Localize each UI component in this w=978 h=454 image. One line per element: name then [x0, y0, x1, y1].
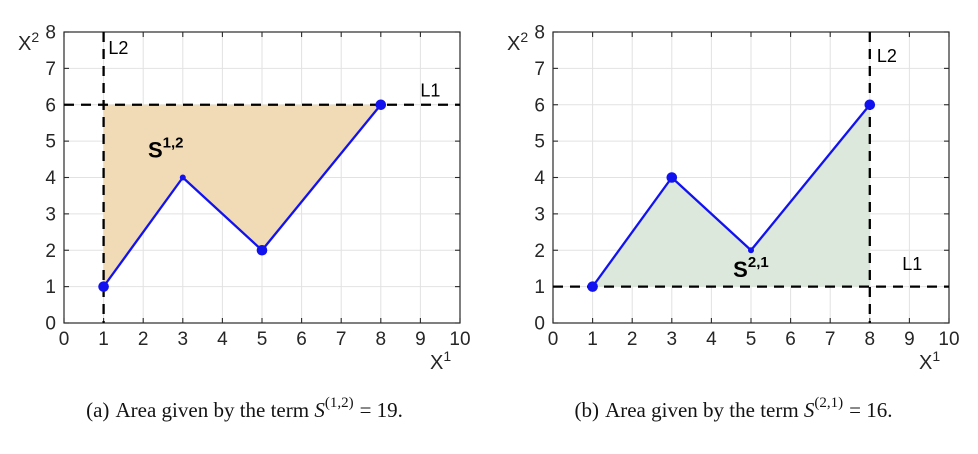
svg-text:1: 1 — [45, 277, 56, 298]
svg-text:5: 5 — [45, 132, 56, 153]
caption-a-term-sup: (1,2) — [324, 395, 354, 411]
svg-text:1: 1 — [587, 329, 598, 350]
svg-text:2: 2 — [627, 329, 638, 350]
svg-text:2: 2 — [45, 241, 56, 262]
tick-marks — [552, 31, 950, 324]
caption-a-term-base: S — [314, 398, 325, 422]
svg-text:1: 1 — [98, 329, 109, 350]
svg-text:8: 8 — [45, 23, 56, 44]
caption-b-value: = 16. — [849, 398, 893, 422]
svg-text:5: 5 — [534, 132, 545, 153]
svg-text:6: 6 — [45, 95, 56, 116]
svg-text:8: 8 — [865, 329, 876, 350]
data-line — [591, 104, 871, 288]
svg-text:3: 3 — [667, 329, 678, 350]
ref-line-label-L1: L1 — [902, 254, 922, 274]
tick-marks — [63, 31, 461, 324]
svg-text:0: 0 — [534, 314, 545, 335]
region-label-a: S1,2 — [148, 134, 184, 162]
svg-text:8: 8 — [534, 23, 545, 44]
y-axis-label: X2 — [18, 29, 39, 55]
caption-a-prefix: (a) — [86, 398, 110, 422]
svg-text:2: 2 — [534, 241, 545, 262]
svg-text:3: 3 — [45, 204, 56, 225]
caption-a: (a) Area given by the term S(1,2) = 19. — [86, 395, 403, 423]
svg-text:10: 10 — [449, 329, 470, 350]
data-point — [587, 281, 598, 292]
svg-text:0: 0 — [59, 329, 70, 350]
shaded-region-a — [103, 104, 381, 287]
caption-b-term-base: S — [803, 398, 815, 422]
data-point — [375, 99, 387, 111]
svg-text:7: 7 — [45, 59, 56, 80]
data-point — [98, 281, 109, 292]
svg-text:3: 3 — [178, 329, 189, 350]
x-axis-label: X1 — [430, 348, 451, 374]
caption-a-body: Area given by the term — [115, 398, 310, 422]
svg-text:10: 10 — [938, 329, 959, 350]
svg-text:7: 7 — [534, 59, 545, 80]
data-point — [179, 174, 186, 181]
svg-text:7: 7 — [336, 329, 347, 350]
panel-b: 0 1 2 3 4 5 6 7 8 9 10 0 1 2 3 4 5 6 7 8 L1 L2 S2,1 X2 X1 (b) Ar… — [489, 0, 978, 423]
svg-text:4: 4 — [217, 329, 228, 350]
caption-b-prefix: (b) — [574, 398, 599, 422]
svg-text:5: 5 — [746, 329, 757, 350]
plot-a: 0 1 2 3 4 5 6 7 8 9 10 0 1 2 3 4 5 6 7 8 L1 L2 S1,2 X2 X1 — [18, 23, 471, 375]
caption-b: (b) Area given by the term S(2,1) = 16. — [574, 395, 893, 423]
data-line — [102, 104, 382, 288]
data-point — [864, 99, 876, 111]
caption-a-value: = 19. — [359, 398, 403, 422]
caption-b-term-sup: (2,1) — [814, 395, 844, 411]
svg-text:9: 9 — [904, 329, 915, 350]
data-point — [748, 247, 754, 254]
caption-b-body: Area given by the term — [605, 398, 799, 422]
panel-a: 0 1 2 3 4 5 6 7 8 9 10 0 1 2 3 4 5 6 7 8 L1 L2 S1,2 X2 X1 (a) Ar… — [0, 0, 489, 423]
svg-text:4: 4 — [45, 168, 56, 189]
svg-text:7: 7 — [825, 329, 836, 350]
svg-text:2: 2 — [138, 329, 149, 350]
ref-line-label-L2: L2 — [877, 46, 897, 66]
tick-labels: 0 1 2 3 4 5 6 7 8 9 10 0 1 2 3 4 5 6 7 8 — [45, 23, 470, 351]
svg-text:6: 6 — [534, 95, 545, 116]
svg-text:8: 8 — [376, 329, 387, 350]
data-point — [256, 244, 268, 256]
svg-text:6: 6 — [296, 329, 307, 350]
svg-text:1: 1 — [534, 277, 545, 298]
svg-text:0: 0 — [45, 314, 56, 335]
svg-text:6: 6 — [785, 329, 796, 350]
ref-line-label-L1: L1 — [420, 81, 440, 101]
ref-line-label-L2: L2 — [108, 38, 128, 58]
shaded-region-b — [592, 104, 870, 287]
plot-b: 0 1 2 3 4 5 6 7 8 9 10 0 1 2 3 4 5 6 7 8 L1 L2 S2,1 X2 X1 — [507, 23, 960, 375]
svg-text:4: 4 — [706, 329, 717, 350]
svg-text:0: 0 — [548, 329, 559, 350]
svg-text:5: 5 — [257, 329, 268, 350]
svg-text:9: 9 — [415, 329, 426, 350]
caption-b-term: S(2,1) — [803, 395, 844, 422]
y-axis-label: X2 — [507, 29, 528, 55]
svg-text:3: 3 — [534, 204, 545, 225]
svg-text:4: 4 — [534, 168, 545, 189]
caption-a-term: S(1,2) — [314, 395, 354, 422]
region-label-b: S2,1 — [733, 254, 769, 282]
data-point — [666, 172, 678, 183]
tick-labels: 0 1 2 3 4 5 6 7 8 9 10 0 1 2 3 4 5 6 7 8 — [534, 23, 959, 351]
x-axis-label: X1 — [919, 348, 940, 374]
